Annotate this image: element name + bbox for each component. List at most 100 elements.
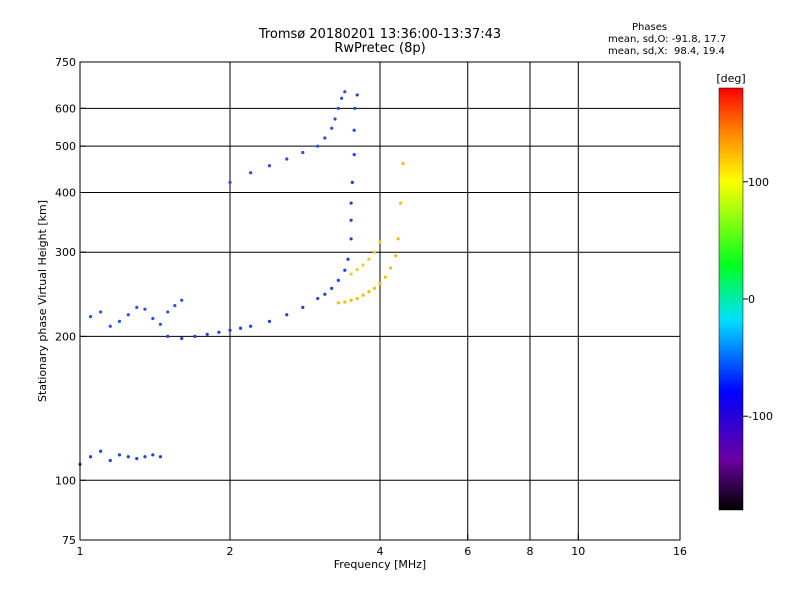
x-tick-label: 2 — [227, 545, 234, 558]
data-point — [108, 458, 112, 463]
data-point — [135, 305, 139, 309]
data-point — [99, 449, 103, 453]
data-point — [336, 106, 340, 110]
data-point — [158, 455, 163, 459]
x-tick-label: 10 — [571, 545, 585, 558]
data-point — [349, 218, 353, 222]
data-point — [285, 157, 289, 161]
data-point — [349, 272, 353, 276]
data-point — [388, 266, 393, 270]
data-point — [378, 281, 382, 286]
y-tick-label: 75 — [62, 534, 76, 547]
grid-lines — [80, 62, 680, 540]
colorbar — [718, 87, 744, 511]
data-point — [301, 305, 305, 309]
x-tick-label: 8 — [527, 545, 534, 558]
data-point — [355, 296, 359, 301]
data-point — [180, 336, 184, 341]
data-point — [352, 128, 356, 132]
colorbar-tick-label: 100 — [748, 176, 769, 189]
x-tick-label: 4 — [377, 545, 384, 558]
colorbar-ticks: 100 0 -100 — [743, 176, 773, 423]
data-point — [126, 455, 130, 459]
data-point — [323, 292, 327, 296]
data-point — [180, 298, 184, 302]
y-tick-label: 600 — [55, 102, 76, 115]
x-tick-label: 1 — [77, 545, 84, 558]
y-tick-label: 400 — [55, 186, 76, 199]
data-point — [367, 257, 371, 261]
data-point — [126, 313, 130, 317]
data-point — [349, 237, 353, 241]
data-point — [135, 457, 139, 461]
chart-title: Tromsø 20180201 13:36:00-13:37:43 — [258, 27, 502, 42]
data-point — [108, 324, 112, 328]
axis-ticks: 1 2 4 6 8 10 16 75 100 200 300 400 500 600 750 — [55, 56, 687, 558]
data-point — [336, 301, 340, 305]
data-points — [78, 90, 405, 466]
data-point — [372, 286, 377, 291]
data-point — [330, 286, 334, 291]
data-point — [316, 296, 320, 301]
data-point — [353, 106, 357, 110]
x-tick-label: 16 — [673, 545, 687, 558]
data-point — [352, 153, 356, 157]
data-point — [401, 161, 405, 166]
data-point — [228, 180, 232, 184]
data-point — [143, 455, 147, 459]
data-point — [396, 237, 400, 241]
data-point — [88, 315, 93, 319]
data-point — [88, 455, 93, 459]
data-point — [343, 268, 347, 272]
data-point — [151, 453, 155, 457]
chart-subtitle: RwPretec (8p) — [334, 41, 426, 56]
y-tick-label: 500 — [55, 140, 76, 153]
data-point — [267, 164, 272, 168]
data-point — [349, 298, 353, 302]
y-tick-label: 200 — [55, 330, 76, 343]
data-point — [355, 93, 359, 97]
data-point — [301, 150, 305, 155]
data-point — [193, 334, 197, 338]
data-point — [117, 319, 122, 323]
data-point — [158, 322, 163, 326]
data-point — [323, 136, 327, 140]
stats-o: mean, sd,O: -91.8, 17.7 — [608, 34, 727, 45]
data-point — [285, 313, 289, 317]
stats-x: mean, sd,X: 98.4, 19.4 — [608, 46, 725, 57]
data-point — [117, 453, 122, 457]
data-point — [340, 96, 344, 100]
y-tick-label: 750 — [55, 56, 76, 69]
data-point — [330, 126, 334, 130]
x-tick-label: 6 — [464, 545, 471, 558]
data-point — [336, 278, 340, 282]
colorbar-label: [deg] — [716, 72, 745, 85]
data-point — [399, 201, 403, 205]
y-tick-label: 100 — [55, 474, 76, 487]
data-point — [173, 303, 177, 308]
data-point — [249, 171, 253, 175]
data-point — [166, 310, 170, 314]
data-point — [343, 90, 347, 94]
data-point — [316, 144, 320, 148]
data-point — [383, 275, 387, 279]
data-point — [143, 307, 147, 311]
y-axis-label: Stationary phase Virtual Height [km] — [36, 200, 49, 402]
data-point — [151, 316, 155, 321]
data-point — [166, 334, 170, 338]
data-point — [249, 324, 253, 328]
data-point — [346, 257, 350, 261]
colorbar-tick-label: 0 — [748, 293, 755, 306]
data-point — [333, 117, 337, 121]
data-point — [355, 267, 359, 272]
data-point — [378, 240, 382, 244]
data-point — [349, 201, 353, 205]
data-point — [205, 332, 209, 336]
colorbar-tick-label: -100 — [748, 410, 773, 423]
data-point — [372, 250, 377, 254]
data-point — [343, 300, 347, 304]
data-point — [228, 328, 232, 332]
stats-title: Phases — [632, 22, 668, 33]
data-point — [361, 293, 365, 297]
